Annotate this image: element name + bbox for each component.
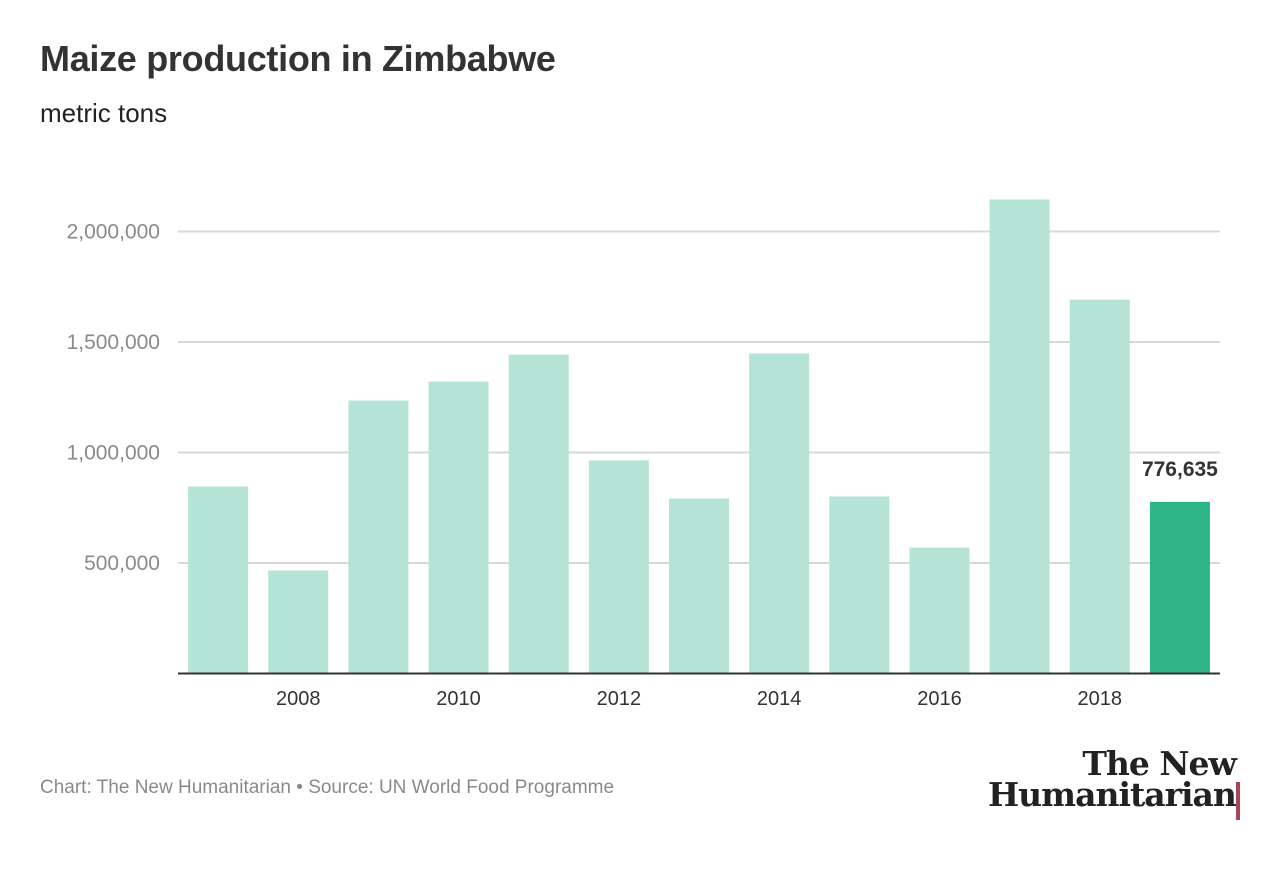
source-credit: Chart: The New Humanitarian • Source: UN… xyxy=(40,777,615,798)
y-tick-label: 1,500,000 xyxy=(67,331,160,354)
bar-2019 xyxy=(1149,501,1210,674)
data-label: 776,635 xyxy=(1142,458,1218,481)
bar-2016 xyxy=(909,547,970,674)
bar-2011 xyxy=(508,354,569,674)
y-tick-label: 1,000,000 xyxy=(67,442,160,465)
y-tick-label: 2,000,000 xyxy=(67,221,160,244)
bar-2012 xyxy=(588,460,649,674)
logo-line-1: The New xyxy=(1082,744,1237,783)
logo-accent-bar xyxy=(1236,782,1240,820)
bar-2018 xyxy=(1069,299,1130,674)
bar-2017 xyxy=(989,199,1050,674)
chart-title: Maize production in Zimbabwe xyxy=(40,38,556,79)
chart-subtitle: metric tons xyxy=(40,98,168,128)
x-tick-label: 2008 xyxy=(276,688,321,710)
x-tick-label: 2018 xyxy=(1078,688,1123,710)
bar-2008 xyxy=(268,570,329,674)
x-tick-label: 2014 xyxy=(757,688,802,710)
publisher-logo: The New Humanitarian xyxy=(988,744,1237,814)
bar-2007 xyxy=(188,486,249,674)
bar-2013 xyxy=(669,498,729,674)
bar-2014 xyxy=(749,353,810,674)
bar-2009 xyxy=(348,400,409,674)
x-tick-label: 2010 xyxy=(436,688,481,710)
y-tick-label: 500,000 xyxy=(84,552,160,575)
logo-line-2: Humanitarian xyxy=(988,775,1237,814)
x-tick-label: 2016 xyxy=(917,688,962,710)
x-tick-label: 2012 xyxy=(597,688,642,710)
bar-2010 xyxy=(428,381,489,674)
bar-2015 xyxy=(829,496,890,674)
